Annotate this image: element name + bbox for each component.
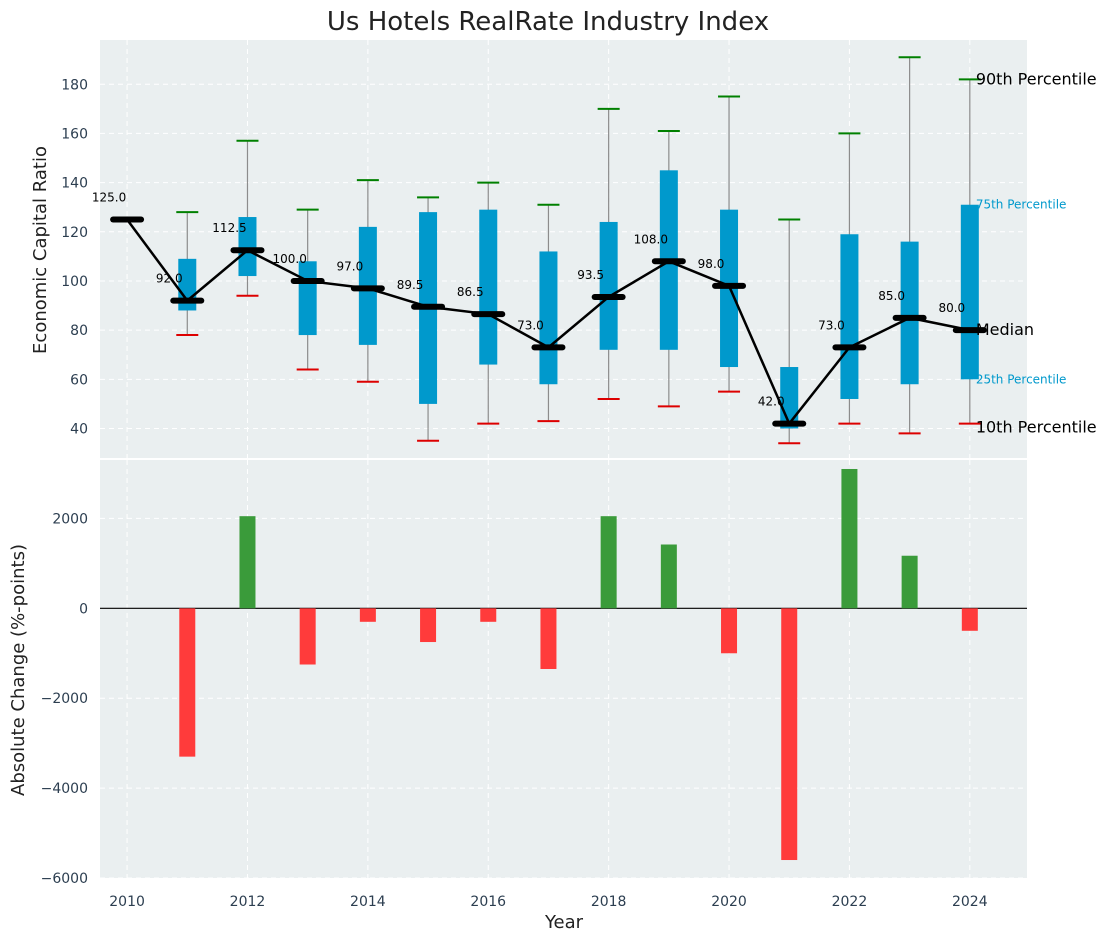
median-label-2024: 80.0 [938, 301, 965, 315]
percentile-legend: 90th Percentile 75th Percentile Median 25th… [976, 69, 1097, 436]
legend-median: Median [976, 320, 1034, 339]
top-y-tick-label: 40 [70, 421, 88, 437]
median-label-2013: 100.0 [272, 252, 306, 266]
change-bar-2017 [540, 608, 557, 669]
top-y-tick-label: 180 [61, 77, 88, 93]
median-label-2011: 92.0 [156, 272, 183, 286]
median-label-2016: 86.5 [457, 285, 484, 299]
x-tick-label: 2012 [230, 894, 266, 910]
change-bar-2021 [781, 608, 798, 861]
iqr-box-2024 [960, 204, 979, 380]
bottom-y-tick-label: −2000 [41, 691, 88, 707]
top-y-axis-title: Economic Capital Ratio [30, 146, 51, 354]
top-y-tick-labels: 40 60 80 100 120 140 160 180 [61, 77, 88, 437]
box-plot-marks: 125.0 92.0 112.5 100.0 97.0 89.5 86.5 73.0 93.5 1… [92, 56, 987, 445]
iqr-box-2023 [900, 241, 919, 385]
top-y-tick-label: 160 [61, 126, 88, 142]
change-bar-2020 [721, 608, 738, 654]
x-tick-label: 2010 [109, 894, 145, 910]
legend-p10: 10th Percentile [976, 418, 1097, 437]
x-tick-labels: 2010 2012 2014 2016 2018 2020 2022 2024 [109, 894, 987, 910]
iqr-box-2022 [840, 234, 859, 399]
median-label-2017: 73.0 [517, 318, 544, 332]
iqr-box-2013 [298, 261, 317, 336]
median-label-2012: 112.5 [212, 221, 246, 235]
change-bars [100, 468, 1027, 861]
x-tick-label: 2016 [470, 894, 506, 910]
median-label-2023: 85.0 [878, 289, 905, 303]
change-bar-2013 [299, 608, 316, 665]
bottom-y-tick-label: −6000 [41, 871, 88, 887]
x-tick-label: 2024 [952, 894, 988, 910]
top-y-tick-label: 100 [61, 274, 88, 290]
median-label-2020: 98.0 [698, 257, 725, 271]
median-label-2015: 89.5 [397, 278, 424, 292]
top-y-tick-label: 140 [61, 176, 88, 192]
bottom-y-tick-label: −4000 [41, 781, 88, 797]
change-bar-2016 [480, 608, 497, 622]
median-label-2010: 125.0 [92, 190, 126, 204]
chart-title: Us Hotels RealRate Industry Index [327, 7, 769, 37]
legend-p25: 25th Percentile [976, 372, 1067, 386]
x-tick-label: 2022 [832, 894, 868, 910]
median-label-2022: 73.0 [818, 318, 845, 332]
change-bar-2011 [179, 608, 196, 757]
iqr-box-2017 [539, 251, 558, 385]
change-bar-2018 [600, 516, 617, 609]
legend-p90: 90th Percentile [976, 69, 1097, 88]
change-bar-2023 [901, 555, 918, 609]
x-tick-label: 2014 [350, 894, 386, 910]
x-tick-label: 2018 [591, 894, 627, 910]
change-bar-2024 [961, 608, 978, 631]
median-label-2018: 93.5 [577, 268, 604, 282]
change-bar-2014 [359, 608, 376, 622]
x-axis-title: Year [544, 912, 584, 933]
bottom-y-axis-title: Absolute Change (%-points) [8, 544, 29, 796]
top-y-tick-label: 60 [70, 372, 88, 388]
bottom-y-tick-labels: 2000 0 −2000 −4000 −6000 [41, 511, 88, 887]
median-label-2019: 108.0 [634, 232, 668, 246]
change-bar-2022 [841, 468, 858, 609]
top-y-tick-label: 80 [70, 323, 88, 339]
median-label-2021: 42.0 [758, 395, 785, 409]
bottom-y-tick-label: 2000 [52, 511, 88, 527]
x-tick-label: 2020 [711, 894, 747, 910]
legend-p75: 75th Percentile [976, 198, 1067, 212]
bottom-y-tick-label: 0 [79, 601, 88, 617]
iqr-box-2018 [599, 221, 618, 350]
top-y-tick-label: 120 [61, 225, 88, 241]
bottom-panel-background [100, 460, 1027, 878]
change-bar-2015 [420, 608, 437, 643]
median-label-2014: 97.0 [337, 259, 364, 273]
iqr-box-2016 [479, 209, 498, 365]
iqr-box-2012 [238, 217, 257, 277]
change-bar-2019 [660, 544, 677, 609]
change-bar-2012 [239, 516, 256, 609]
